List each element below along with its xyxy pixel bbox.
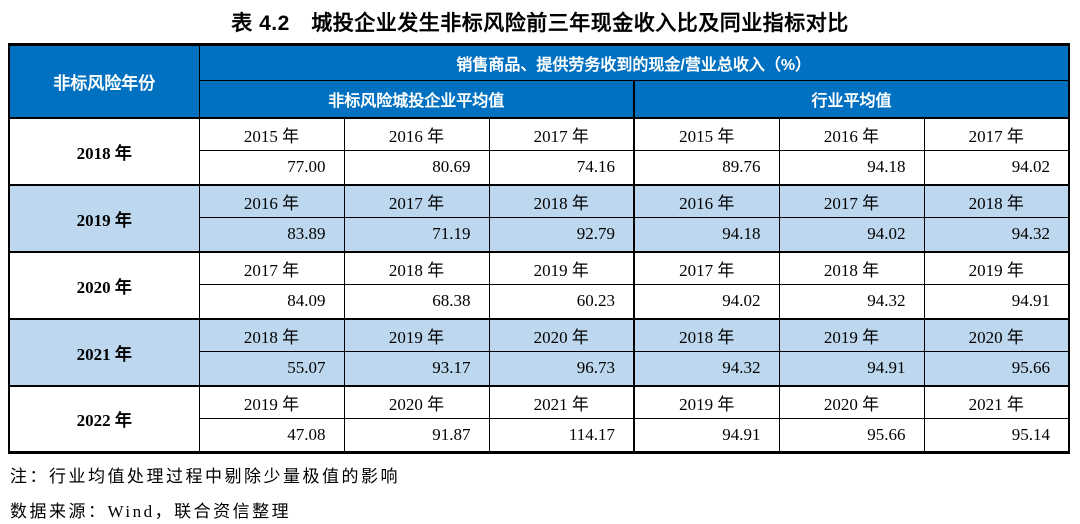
ratio-value-cell: 77.00 (198, 150, 345, 185)
header-row-groups: 非标风险城投企业平均值 行业平均值 (9, 80, 1070, 119)
prior-year-cell: 2016 年 (633, 183, 780, 218)
row-header-cell: 非标风险年份 (8, 44, 200, 118)
ratio-value-cell: 60.23 (488, 284, 635, 319)
company-average-header: 非标风险城投企业平均值 (198, 80, 635, 119)
prior-year-cell: 2016 年 (198, 183, 345, 218)
ratio-value-cell: 95.14 (923, 418, 1070, 453)
prior-year-cell: 2017 年 (923, 116, 1070, 151)
risk-year-cell: 2021 年 (8, 317, 200, 386)
data-table: 非标风险年份 销售商品、提供劳务收到的现金/营业总收入（%） 非标风险城投企业平… (8, 43, 1071, 454)
table-row-years: 2020 年 2017 年 2018 年 2019 年 2017 年 2018 年 2019… (8, 250, 1070, 319)
prior-year-cell: 2016 年 (778, 116, 925, 151)
ratio-value-cell: 94.91 (923, 284, 1070, 319)
prior-year-cell: 2020 年 (343, 384, 490, 419)
ratio-value-cell: 71.19 (343, 217, 490, 252)
table-row-years: 2021 年 2018 年 2019 年 2020 年 2018 年 2019 年 2020… (8, 317, 1070, 386)
ratio-value-cell: 96.73 (488, 351, 635, 386)
prior-year-cell: 2020 年 (488, 317, 635, 352)
ratio-value-cell: 94.32 (778, 284, 925, 319)
prior-year-cell: 2018 年 (633, 317, 780, 352)
risk-year-cell: 2019 年 (8, 183, 200, 252)
prior-year-cell: 2018 年 (778, 250, 925, 285)
ratio-value-cell: 94.91 (633, 418, 780, 453)
prior-year-cell: 2021 年 (923, 384, 1070, 419)
prior-year-cell: 2016 年 (343, 116, 490, 151)
ratio-value-cell: 74.16 (488, 150, 635, 185)
ratio-value-cell: 92.79 (488, 217, 635, 252)
prior-year-cell: 2018 年 (923, 183, 1070, 218)
prior-year-cell: 2017 年 (778, 183, 925, 218)
ratio-value-cell: 93.17 (343, 351, 490, 386)
prior-year-cell: 2019 年 (198, 384, 345, 419)
risk-year-cell: 2018 年 (8, 116, 200, 185)
ratio-value-cell: 83.89 (198, 217, 345, 252)
table-row-values: 47.08 91.87 114.17 94.91 95.66 95.14 (9, 418, 1070, 453)
prior-year-cell: 2017 年 (488, 116, 635, 151)
ratio-value-cell: 94.02 (778, 217, 925, 252)
ratio-value-cell: 95.66 (778, 418, 925, 453)
prior-year-cell: 2017 年 (343, 183, 490, 218)
prior-year-cell: 2021 年 (488, 384, 635, 419)
ratio-value-cell: 84.09 (198, 284, 345, 319)
table-row-values: 84.09 68.38 60.23 94.02 94.32 94.91 (9, 284, 1070, 319)
risk-year-cell: 2020 年 (8, 250, 200, 319)
prior-year-cell: 2017 年 (633, 250, 780, 285)
ratio-value-cell: 55.07 (198, 351, 345, 386)
prior-year-cell: 2019 年 (923, 250, 1070, 285)
metric-header-cell: 销售商品、提供劳务收到的现金/营业总收入（%） (198, 44, 1070, 81)
header-row-metric: 非标风险年份 销售商品、提供劳务收到的现金/营业总收入（%） (8, 44, 1070, 118)
ratio-value-cell: 94.91 (778, 351, 925, 386)
prior-year-cell: 2019 年 (488, 250, 635, 285)
prior-year-cell: 2015 年 (198, 116, 345, 151)
ratio-value-cell: 47.08 (198, 418, 345, 453)
ratio-value-cell: 95.66 (923, 351, 1070, 386)
table-row-values: 83.89 71.19 92.79 94.18 94.02 94.32 (9, 217, 1070, 252)
ratio-value-cell: 94.18 (633, 217, 780, 252)
table-row-years: 2022 年 2019 年 2020 年 2021 年 2019 年 2020 年 2021… (8, 384, 1070, 453)
ratio-value-cell: 94.32 (633, 351, 780, 386)
ratio-value-cell: 80.69 (343, 150, 490, 185)
source-line: 数据来源：Wind，联合资信整理 (10, 502, 292, 521)
ratio-value-cell: 94.32 (923, 217, 1070, 252)
ratio-value-cell: 91.87 (343, 418, 490, 453)
table-body: 2018 年 2015 年 2016 年 2017 年 2015 年 2016 年 2017… (8, 116, 1070, 453)
table-row-values: 55.07 93.17 96.73 94.32 94.91 95.66 (9, 351, 1070, 386)
ratio-value-cell: 68.38 (343, 284, 490, 319)
table-row-years: 2018 年 2015 年 2016 年 2017 年 2015 年 2016 年 2017… (8, 116, 1070, 185)
note-line: 注：行业均值处理过程中剔除少量极值的影响 (10, 467, 400, 486)
prior-year-cell: 2017 年 (198, 250, 345, 285)
prior-year-cell: 2018 年 (488, 183, 635, 218)
prior-year-cell: 2018 年 (343, 250, 490, 285)
ratio-value-cell: 89.76 (633, 150, 780, 185)
table-notes: 注：行业均值处理过程中剔除少量极值的影响 数据来源：Wind，联合资信整理 (10, 462, 1080, 522)
prior-year-cell: 2018 年 (198, 317, 345, 352)
prior-year-cell: 2019 年 (778, 317, 925, 352)
ratio-value-cell: 114.17 (488, 418, 635, 453)
prior-year-cell: 2020 年 (778, 384, 925, 419)
industry-average-header: 行业平均值 (632, 80, 1070, 119)
table-title: 表 4.2 城投企业发生非标风险前三年现金收入比及同业指标对比 (231, 12, 849, 35)
risk-year-cell: 2022 年 (8, 384, 200, 453)
ratio-value-cell: 94.02 (633, 284, 780, 319)
ratio-value-cell: 94.18 (778, 150, 925, 185)
prior-year-cell: 2020 年 (923, 317, 1070, 352)
prior-year-cell: 2019 年 (343, 317, 490, 352)
prior-year-cell: 2019 年 (633, 384, 780, 419)
table-row-years: 2019 年 2016 年 2017 年 2018 年 2016 年 2017 年 2018… (8, 183, 1070, 252)
ratio-value-cell: 94.02 (923, 150, 1070, 185)
prior-year-cell: 2015 年 (633, 116, 780, 151)
table-row-values: 77.00 80.69 74.16 89.76 94.18 94.02 (9, 150, 1070, 185)
